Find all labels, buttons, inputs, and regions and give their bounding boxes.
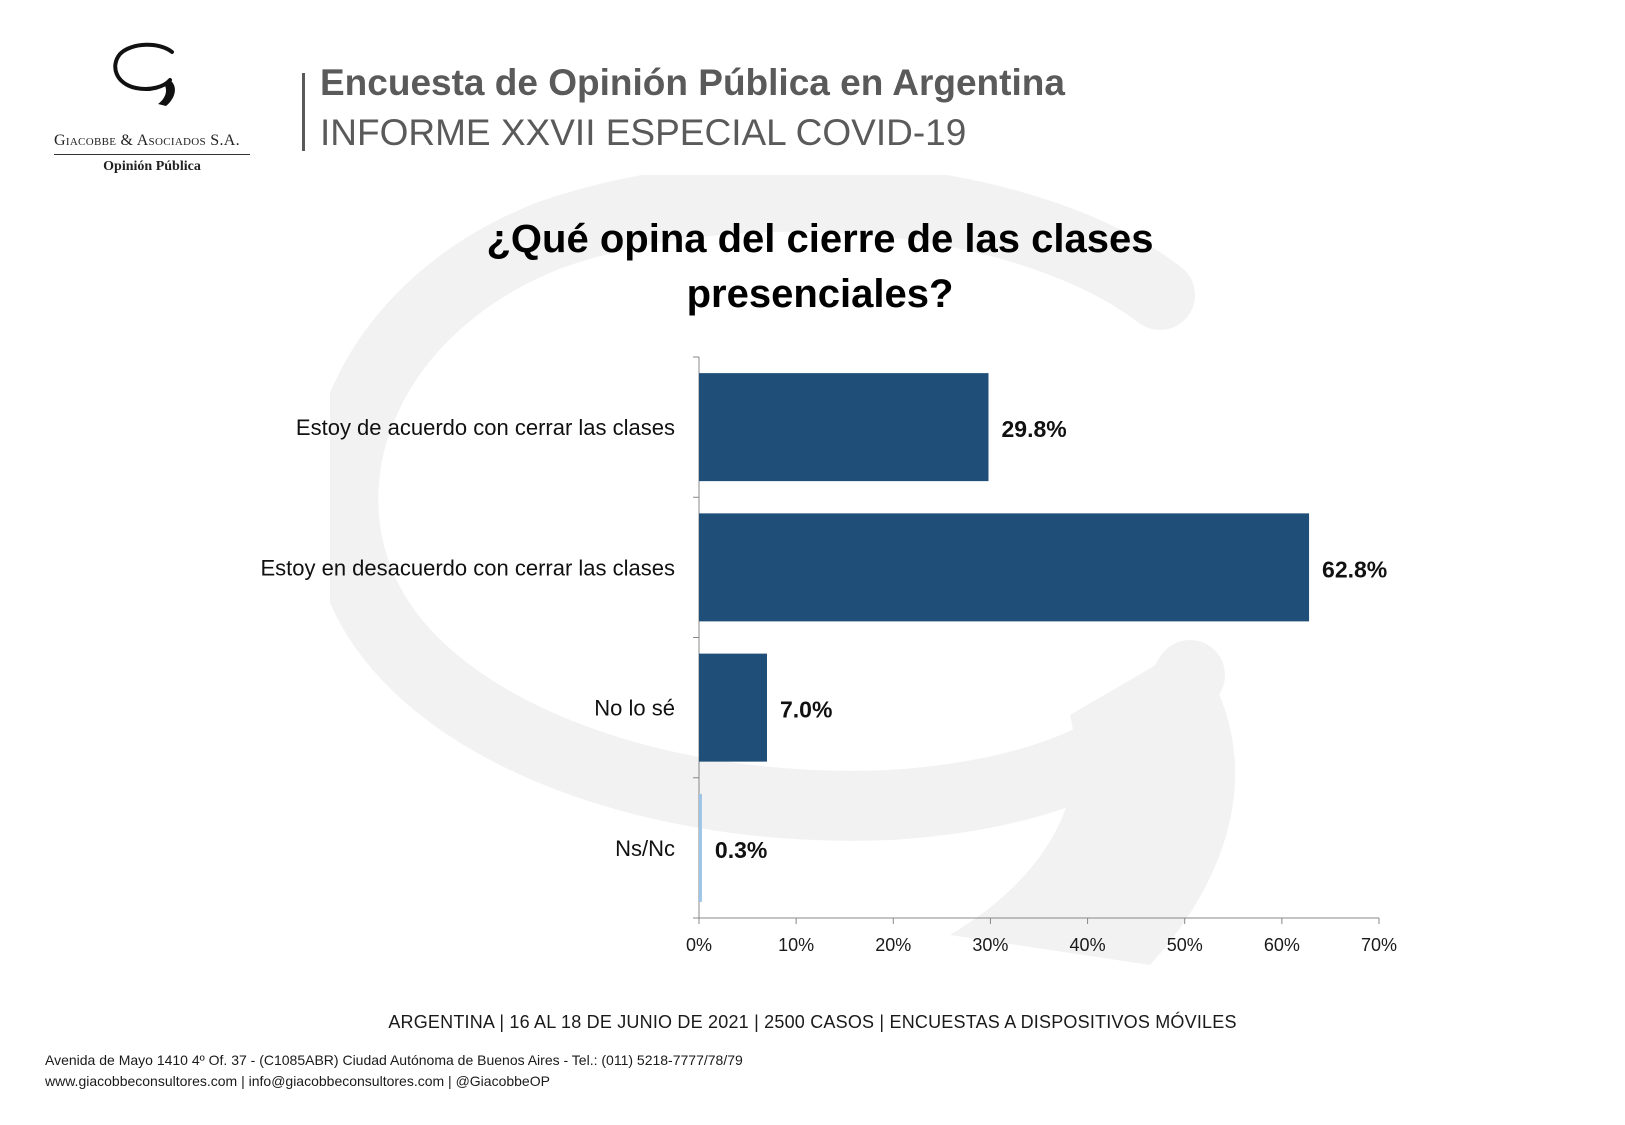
address-line: Avenida de Mayo 1410 4º Of. 37 - (C1085A… — [45, 1052, 743, 1068]
data-label: 62.8% — [1322, 556, 1387, 582]
data-label: 29.8% — [1001, 416, 1066, 442]
chart-title: ¿Qué opina del cierre de las clases pres… — [420, 212, 1220, 322]
logo-subtitle: Opinión Pública — [103, 159, 201, 174]
category-label: Ns/Nc — [615, 836, 675, 861]
x-tick-label: 10% — [778, 935, 814, 955]
bar — [699, 373, 989, 482]
x-tick-label: 40% — [1070, 935, 1106, 955]
company-logo: Giacobbe & Asociados S.A. Opinión Públic… — [50, 40, 260, 180]
logo-divider — [54, 154, 250, 155]
x-tick-label: 70% — [1361, 935, 1397, 955]
survey-info: ARGENTINA | 16 AL 18 DE JUNIO DE 2021 | … — [388, 1012, 1237, 1032]
bar — [699, 653, 767, 762]
contact-block: Avenida de Mayo 1410 4º Of. 37 - (C1085A… — [45, 1050, 743, 1092]
giacobbe-logo-icon — [113, 42, 175, 106]
chart-title-line-1: ¿Qué opina del cierre de las clases — [486, 217, 1154, 261]
category-label: Estoy de acuerdo con cerrar las clases — [296, 415, 675, 440]
x-tick-label: 60% — [1264, 935, 1300, 955]
data-label: 7.0% — [780, 697, 832, 723]
x-tick-label: 30% — [972, 935, 1008, 955]
chart-title-line-2: presenciales? — [686, 272, 954, 316]
x-tick-label: 0% — [686, 935, 712, 955]
watermark-logo-icon — [330, 175, 1236, 965]
x-tick-label: 20% — [875, 935, 911, 955]
category-label: Estoy en desacuerdo con cerrar las clase… — [260, 555, 675, 580]
category-label: No lo sé — [594, 696, 675, 721]
x-tick-label: 50% — [1167, 935, 1203, 955]
bar — [699, 513, 1310, 622]
contacts-line: www.giacobbeconsultores.com | info@giaco… — [45, 1073, 550, 1089]
report-subtitle: INFORME XXVII ESPECIAL COVID-19 — [320, 112, 967, 153]
data-label: 0.3% — [715, 837, 767, 863]
logo-company-name: Giacobbe & Asociados S.A. — [54, 132, 240, 149]
header-divider — [302, 73, 305, 151]
bar — [699, 793, 702, 902]
report-title: Encuesta de Opinión Pública en Argentina — [320, 62, 1065, 103]
